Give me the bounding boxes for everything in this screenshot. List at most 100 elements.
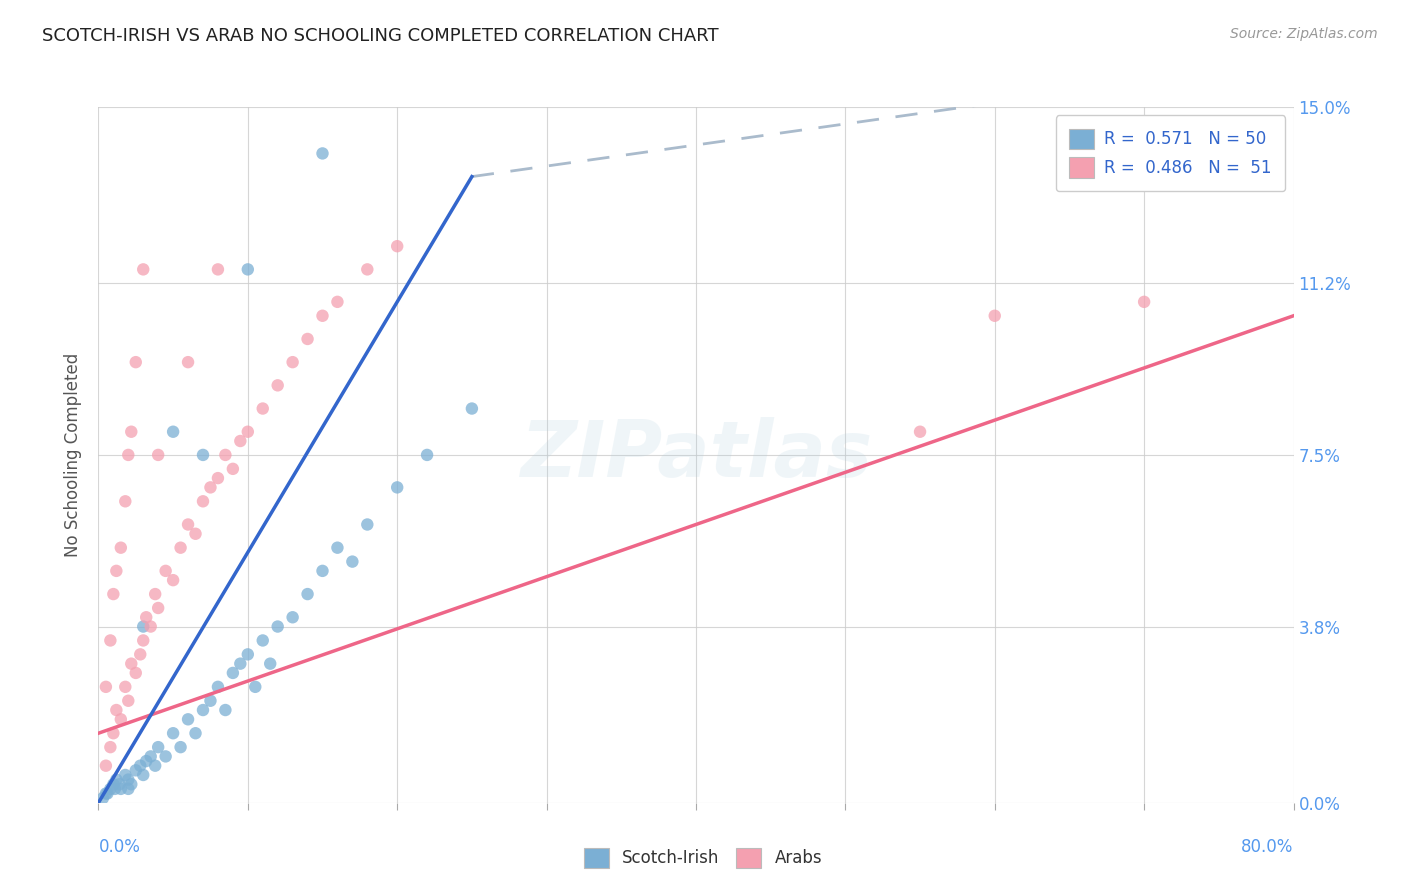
Point <box>129 648 152 662</box>
Point <box>94 758 117 772</box>
Point <box>177 355 200 369</box>
Point <box>129 758 152 772</box>
Point <box>229 657 252 671</box>
Point <box>105 703 128 717</box>
Point <box>222 462 245 476</box>
Point <box>143 758 166 772</box>
Point <box>236 262 259 277</box>
Point <box>281 610 304 624</box>
Point <box>297 587 319 601</box>
Point <box>110 712 132 726</box>
Point <box>1133 294 1156 309</box>
Point <box>281 355 304 369</box>
Point <box>200 694 222 708</box>
Point <box>148 448 170 462</box>
Point <box>311 309 333 323</box>
Point <box>267 378 290 392</box>
Point <box>385 239 409 253</box>
Point <box>135 754 157 768</box>
Point <box>117 772 139 787</box>
Point <box>236 648 259 662</box>
Point <box>103 777 125 791</box>
Point <box>356 517 378 532</box>
Point <box>104 781 127 796</box>
Point <box>252 633 274 648</box>
Point <box>120 777 142 791</box>
Point <box>132 768 155 782</box>
Point <box>120 657 142 671</box>
Point <box>461 401 484 416</box>
Point <box>132 619 155 633</box>
Point <box>385 480 409 494</box>
Point <box>103 726 125 740</box>
Point <box>162 573 184 587</box>
Point <box>207 680 229 694</box>
Legend: Scotch-Irish, Arabs: Scotch-Irish, Arabs <box>578 841 828 875</box>
Point <box>125 764 148 778</box>
Point <box>191 448 214 462</box>
Point <box>259 657 281 671</box>
Text: ZIPatlas: ZIPatlas <box>520 417 872 493</box>
Point <box>191 494 214 508</box>
Point <box>311 564 333 578</box>
Point <box>110 781 132 796</box>
Point <box>139 619 162 633</box>
Point <box>214 703 236 717</box>
Point <box>155 564 177 578</box>
Point <box>236 425 259 439</box>
Point <box>148 601 170 615</box>
Point <box>132 262 155 277</box>
Point <box>94 787 117 801</box>
Point <box>245 680 267 694</box>
Point <box>297 332 319 346</box>
Point <box>184 526 207 541</box>
Point <box>169 541 191 555</box>
Point <box>184 726 207 740</box>
Point <box>252 401 274 416</box>
Point <box>120 425 142 439</box>
Point <box>200 480 222 494</box>
Point <box>114 680 136 694</box>
Point <box>100 781 122 796</box>
Point <box>114 494 136 508</box>
Point <box>103 587 125 601</box>
Point <box>222 665 245 680</box>
Point <box>91 791 114 805</box>
Point <box>105 564 128 578</box>
Point <box>177 517 200 532</box>
Point <box>155 749 177 764</box>
Point <box>267 619 290 633</box>
Point <box>117 781 139 796</box>
Y-axis label: No Schooling Completed: No Schooling Completed <box>65 353 83 557</box>
Point <box>125 665 148 680</box>
Point <box>139 749 162 764</box>
Point <box>984 309 1007 323</box>
Point <box>162 425 184 439</box>
Point <box>117 448 139 462</box>
Point <box>143 587 166 601</box>
Point <box>125 355 148 369</box>
Point <box>326 294 349 309</box>
Point <box>207 471 229 485</box>
Point <box>191 703 214 717</box>
Point <box>356 262 378 277</box>
Text: 0.0%: 0.0% <box>98 838 141 856</box>
Point <box>117 694 139 708</box>
Point <box>207 262 229 277</box>
Point <box>326 541 349 555</box>
Point <box>96 787 118 801</box>
Point <box>177 712 200 726</box>
Point <box>110 541 132 555</box>
Point <box>162 726 184 740</box>
Point <box>108 777 131 791</box>
Text: SCOTCH-IRISH VS ARAB NO SCHOOLING COMPLETED CORRELATION CHART: SCOTCH-IRISH VS ARAB NO SCHOOLING COMPLE… <box>42 27 718 45</box>
Text: Source: ZipAtlas.com: Source: ZipAtlas.com <box>1230 27 1378 41</box>
Text: 80.0%: 80.0% <box>1241 838 1294 856</box>
Point <box>311 146 333 161</box>
Point <box>105 772 128 787</box>
Point <box>132 633 155 648</box>
Point <box>114 768 136 782</box>
Point <box>94 680 117 694</box>
Point <box>214 448 236 462</box>
Point <box>100 740 122 755</box>
